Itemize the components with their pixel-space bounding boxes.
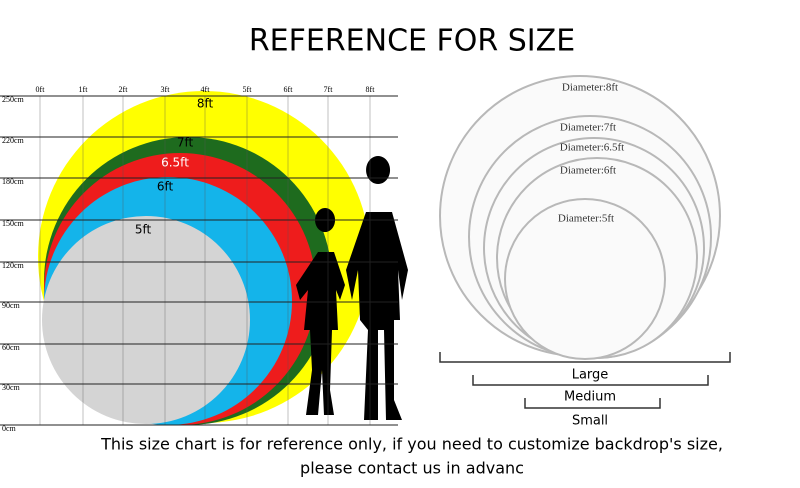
size-brackets: [439, 352, 731, 409]
x-label: 6ft: [284, 85, 294, 94]
x-label: 8ft: [366, 85, 376, 94]
circle-5ft: [42, 216, 250, 424]
size-label: Large: [572, 368, 609, 383]
footer-line: This size chart is for reference only, i…: [100, 435, 723, 454]
x-label: 1ft: [79, 85, 89, 94]
x-label: 2ft: [119, 85, 129, 94]
silhouettes: [296, 156, 408, 420]
x-label: 0ft: [36, 85, 46, 94]
x-label: 4ft: [201, 85, 211, 94]
y-label: 150cm: [2, 219, 25, 228]
x-label: 5ft: [243, 85, 253, 94]
disc-label: Diameter:5ft: [558, 213, 614, 225]
y-label: 60cm: [2, 343, 21, 352]
y-label: 180cm: [2, 177, 25, 186]
disc-label: Diameter:8ft: [562, 82, 618, 94]
size-label: Small: [572, 414, 608, 429]
title: REFERENCE FOR SIZE: [249, 24, 575, 59]
size-label: Medium: [564, 390, 616, 405]
bracket-small: [524, 398, 661, 409]
y-label: 0cm: [2, 424, 17, 433]
circle-label: 6ft: [157, 180, 174, 194]
footer-line: please contact us in advanc: [300, 459, 524, 478]
disc-label: Diameter:6.5ft: [560, 142, 624, 154]
disc-label: Diameter:7ft: [560, 122, 616, 134]
adult-silhouette: [346, 156, 408, 420]
disc-label: Diameter:6ft: [560, 165, 616, 177]
circle-label: 7ft: [177, 136, 194, 150]
y-label: 90cm: [2, 301, 21, 310]
disc-5ft: [504, 198, 666, 360]
y-label: 30cm: [2, 383, 21, 392]
child-silhouette: [296, 208, 345, 415]
x-label: 3ft: [161, 85, 171, 94]
circle-label: 6.5ft: [161, 156, 189, 170]
y-label: 220cm: [2, 136, 25, 145]
y-label: 250cm: [2, 95, 25, 104]
backdrop-circles: [38, 91, 370, 425]
ruler-grid: [0, 95, 398, 426]
y-label: 120cm: [2, 261, 25, 270]
circle-label: 8ft: [197, 97, 214, 111]
circle-label: 5ft: [135, 223, 152, 237]
x-label: 7ft: [324, 85, 334, 94]
bracket-large: [439, 352, 731, 363]
bracket-medium: [472, 375, 709, 386]
product-discs: [439, 75, 721, 360]
